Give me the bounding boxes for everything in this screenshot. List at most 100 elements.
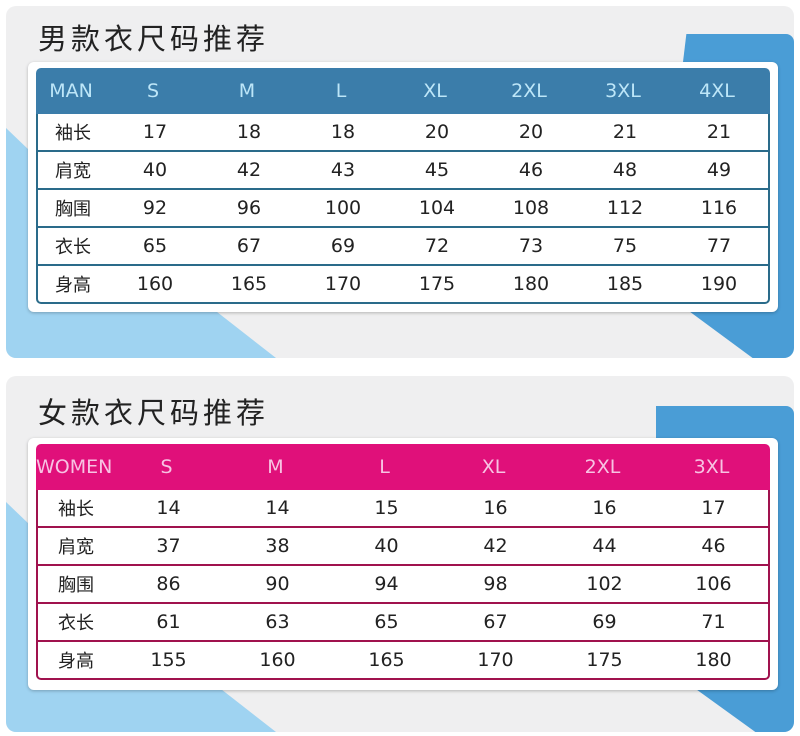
- table-cell: 106: [695, 573, 732, 595]
- size-header: S: [160, 456, 173, 478]
- table-row: 胸围 86 90 94 98 102 106: [36, 566, 770, 604]
- table-cell: 165: [230, 273, 268, 295]
- table-cell: 15: [374, 497, 399, 519]
- table-cell: 20: [424, 121, 450, 143]
- table-cell: 100: [324, 197, 362, 219]
- table-cell: 42: [236, 159, 262, 181]
- size-header: 3XL: [605, 80, 641, 102]
- table-cell: 175: [418, 273, 456, 295]
- measure-label: 衣长: [55, 237, 91, 258]
- table-cell: 170: [477, 649, 514, 671]
- table-cell: 48: [612, 159, 638, 181]
- table-cell: 180: [512, 273, 550, 295]
- measure-label: 肩宽: [55, 161, 91, 182]
- header-row: MAN S M L XL 2XL 3XL 4XL: [36, 68, 770, 114]
- women-title: 女款衣尺码推荐: [38, 396, 270, 430]
- table-cell: 72: [424, 235, 450, 257]
- table-cell: 98: [483, 573, 508, 595]
- table-row: 肩宽 37 38 40 42 44 46: [36, 528, 770, 566]
- size-header: 2XL: [584, 456, 621, 478]
- table-cell: 18: [330, 121, 356, 143]
- table-cell: 92: [142, 197, 168, 219]
- table-cell: 71: [701, 611, 726, 633]
- table-cell: 16: [483, 497, 508, 519]
- header-row: WOMEN S M L XL 2XL 3XL: [36, 444, 770, 490]
- table-cell: 65: [374, 611, 399, 633]
- size-header: 4XL: [699, 80, 735, 102]
- table-cell: 165: [368, 649, 405, 671]
- table-cell: 49: [706, 159, 732, 181]
- table-row: 身高 160 165 170 175 180 185 190: [36, 266, 770, 304]
- table-cell: 42: [483, 535, 508, 557]
- women-size-panel: 女款衣尺码推荐 WOMEN S M L XL 2XL 3XL 袖长 14 14 15 16 16 17 肩宽…: [6, 376, 794, 732]
- table-cell: 38: [265, 535, 290, 557]
- table-cell: 14: [265, 497, 290, 519]
- table-cell: 46: [701, 535, 726, 557]
- measure-label: 身高: [58, 651, 94, 672]
- table-cell: 45: [424, 159, 450, 181]
- table-cell: 175: [586, 649, 623, 671]
- table-cell: 37: [156, 535, 181, 557]
- table-cell: 155: [150, 649, 187, 671]
- measure-label: 胸围: [55, 199, 91, 220]
- table-row: 袖长 17 18 18 20 20 21 21: [36, 114, 770, 152]
- table-cell: 18: [236, 121, 262, 143]
- measure-label: 肩宽: [58, 537, 94, 558]
- table-cell: 180: [695, 649, 732, 671]
- table-cell: 21: [706, 121, 732, 143]
- table-cell: 63: [265, 611, 290, 633]
- men-title: 男款衣尺码推荐: [38, 22, 270, 56]
- men-size-table: MAN S M L XL 2XL 3XL 4XL 袖长 17 18 18 20 20 21 21 肩宽 40 42 4…: [28, 62, 778, 312]
- table-cell: 73: [518, 235, 544, 257]
- table-cell: 67: [236, 235, 262, 257]
- size-header: 2XL: [511, 80, 547, 102]
- table-cell: 67: [483, 611, 508, 633]
- men-size-panel: 男款衣尺码推荐 MAN S M L XL 2XL 3XL 4XL 袖长 17 18 18 20 20 21 2…: [6, 6, 794, 358]
- table-cell: 17: [142, 121, 168, 143]
- table-row: 衣长 61 63 65 67 69 71: [36, 604, 770, 642]
- table-cell: 185: [606, 273, 644, 295]
- measure-label: 身高: [55, 275, 91, 296]
- size-header: 3XL: [693, 456, 730, 478]
- size-header: L: [379, 456, 390, 478]
- size-header: XL: [481, 456, 506, 478]
- table-cell: 108: [512, 197, 550, 219]
- table-cell: 65: [142, 235, 168, 257]
- table-row: 肩宽 40 42 43 45 46 48 49: [36, 152, 770, 190]
- table-cell: 77: [706, 235, 732, 257]
- table-cell: 20: [518, 121, 544, 143]
- women-size-table: WOMEN S M L XL 2XL 3XL 袖长 14 14 15 16 16 17 肩宽 37 38 40 42…: [28, 438, 778, 690]
- table-cell: 104: [418, 197, 456, 219]
- measure-label: 胸围: [58, 575, 94, 596]
- table-row: 身高 155 160 165 170 175 180: [36, 642, 770, 680]
- table-cell: 102: [586, 573, 623, 595]
- table-corner-label: WOMEN: [36, 456, 113, 478]
- size-header: S: [146, 80, 160, 102]
- table-cell: 116: [700, 197, 738, 219]
- table-cell: 69: [592, 611, 617, 633]
- measure-label: 袖长: [58, 499, 94, 520]
- table-cell: 44: [592, 535, 617, 557]
- size-header: L: [335, 80, 347, 102]
- size-header: M: [267, 456, 284, 478]
- table-cell: 90: [265, 573, 290, 595]
- table-cell: 86: [156, 573, 181, 595]
- table-cell: 94: [374, 573, 399, 595]
- table-cell: 160: [259, 649, 296, 671]
- table-cell: 75: [612, 235, 638, 257]
- table-corner-label: MAN: [49, 80, 93, 102]
- table-cell: 190: [700, 273, 738, 295]
- table-cell: 43: [330, 159, 356, 181]
- table-cell: 14: [156, 497, 181, 519]
- measure-label: 袖长: [55, 123, 91, 144]
- table-cell: 160: [136, 273, 174, 295]
- table-row: 衣长 65 67 69 72 73 75 77: [36, 228, 770, 266]
- measure-label: 衣长: [58, 613, 94, 634]
- table-cell: 112: [606, 197, 644, 219]
- size-header: XL: [423, 80, 447, 102]
- table-cell: 61: [156, 611, 181, 633]
- table-cell: 170: [324, 273, 362, 295]
- table-row: 袖长 14 14 15 16 16 17: [36, 490, 770, 528]
- size-header: M: [238, 80, 256, 102]
- table-cell: 21: [612, 121, 638, 143]
